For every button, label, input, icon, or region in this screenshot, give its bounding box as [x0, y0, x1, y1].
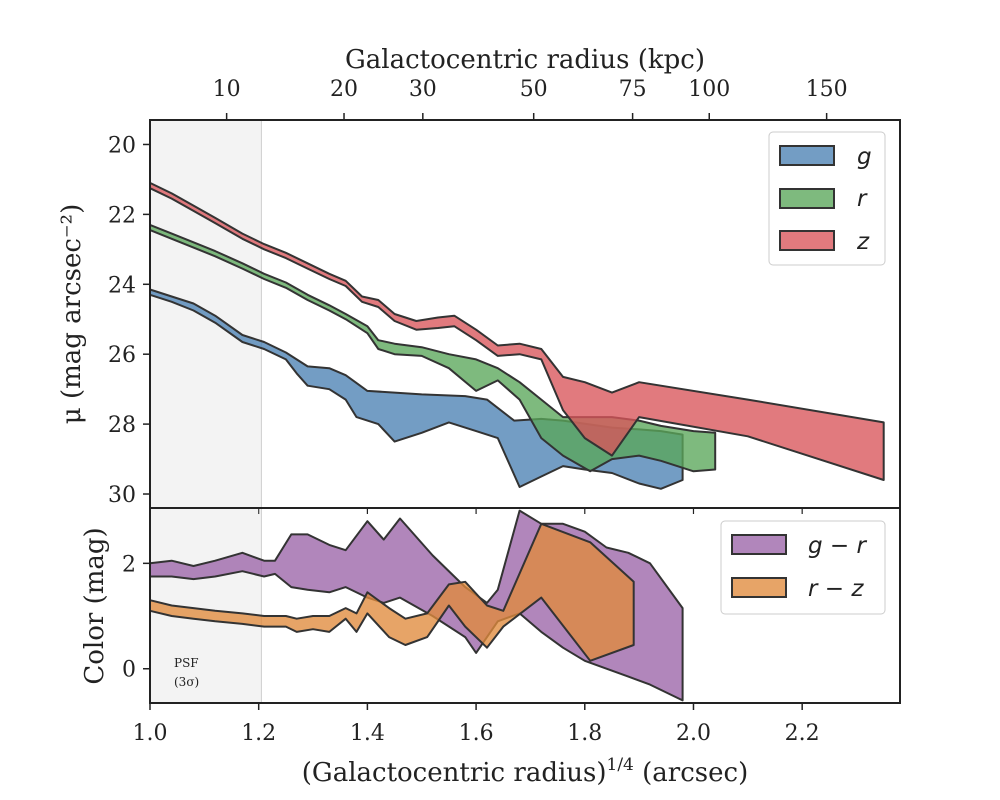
bottom-bands — [149, 509, 684, 702]
top-panel: 20 22 24 26 28 30 10 20 30 50 75 100 150 Galactocen… — [57, 45, 901, 514]
y-tick-label-top: 20 — [108, 133, 136, 158]
kpc-tick-label: 30 — [409, 77, 437, 102]
x-tick-label: 1.4 — [350, 721, 385, 746]
y-tick-label-top: 26 — [108, 343, 136, 368]
top-legend: g r z — [768, 131, 886, 266]
y-tick-label-top: 22 — [108, 203, 136, 228]
kpc-tick-label: 75 — [619, 77, 647, 102]
legend-swatch-g-r — [731, 534, 787, 555]
kpc-tick-label: 10 — [213, 77, 241, 102]
psf-sigma-label: (3σ) — [174, 675, 199, 689]
x-tick-label: 2.2 — [785, 721, 820, 746]
legend-swatch-g — [779, 145, 835, 166]
kpc-tick-label: 20 — [330, 77, 358, 102]
bottom-legend: g − r r − z — [720, 520, 886, 615]
top-axis-label: Galactocentric radius (kpc) — [345, 45, 705, 75]
x-tick-label: 1.8 — [567, 721, 602, 746]
bottom-panel-frame — [149, 507, 901, 704]
kpc-tick-label: 100 — [688, 77, 730, 102]
legend-label-r-z: r − z — [808, 576, 864, 602]
legend-swatch-z — [779, 230, 835, 251]
band-top-z — [149, 181, 885, 481]
top-yticks: 20 22 24 26 28 30 — [108, 133, 150, 508]
bottom-yticks: 02 — [122, 552, 150, 683]
y-tick-label-bottom: 0 — [122, 658, 136, 683]
y-tick-label-top: 28 — [108, 413, 136, 438]
top-kpc-ticks: 10 20 30 50 75 100 150 — [213, 77, 848, 120]
y-tick-label-top: 30 — [108, 483, 136, 508]
y-tick-label-bottom: 2 — [122, 552, 136, 577]
legend-label-z: z — [856, 229, 870, 255]
legend-label-g-r: g − r — [808, 533, 867, 559]
bottom-x-axis-label: (Galactocentric radius)1/4 (arcsec) — [302, 755, 748, 788]
top-y-axis-label: μ (mag arcsec⁻²) — [57, 204, 87, 424]
bottom-xticks: 1.0 1.2 1.4 1.6 1.8 2.0 2.2 — [133, 703, 820, 746]
legend-label-g: g — [857, 144, 872, 170]
x-tick-label: 1.0 — [133, 721, 168, 746]
kpc-tick-label: 150 — [806, 77, 848, 102]
legend-label-r: r — [857, 186, 868, 212]
legend-swatch-r-z — [731, 577, 787, 598]
band-bottom-rz — [149, 522, 635, 662]
legend-swatch-r — [779, 188, 835, 209]
psf-label: PSF — [174, 656, 199, 670]
x-tick-label: 2.0 — [676, 721, 711, 746]
x-tick-label: 1.2 — [241, 721, 276, 746]
bottom-y-axis-label: Color (mag) — [80, 527, 110, 684]
band-top-r — [149, 223, 717, 473]
y-tick-label-top: 24 — [108, 273, 136, 298]
top-bands — [149, 181, 885, 490]
kpc-tick-label: 50 — [520, 77, 548, 102]
x-tick-label: 1.6 — [459, 721, 494, 746]
bottom-panel: 02 1.0 1.2 1.4 1.6 1.8 2.0 2.2 PSF (3σ) (Galac… — [80, 507, 901, 788]
